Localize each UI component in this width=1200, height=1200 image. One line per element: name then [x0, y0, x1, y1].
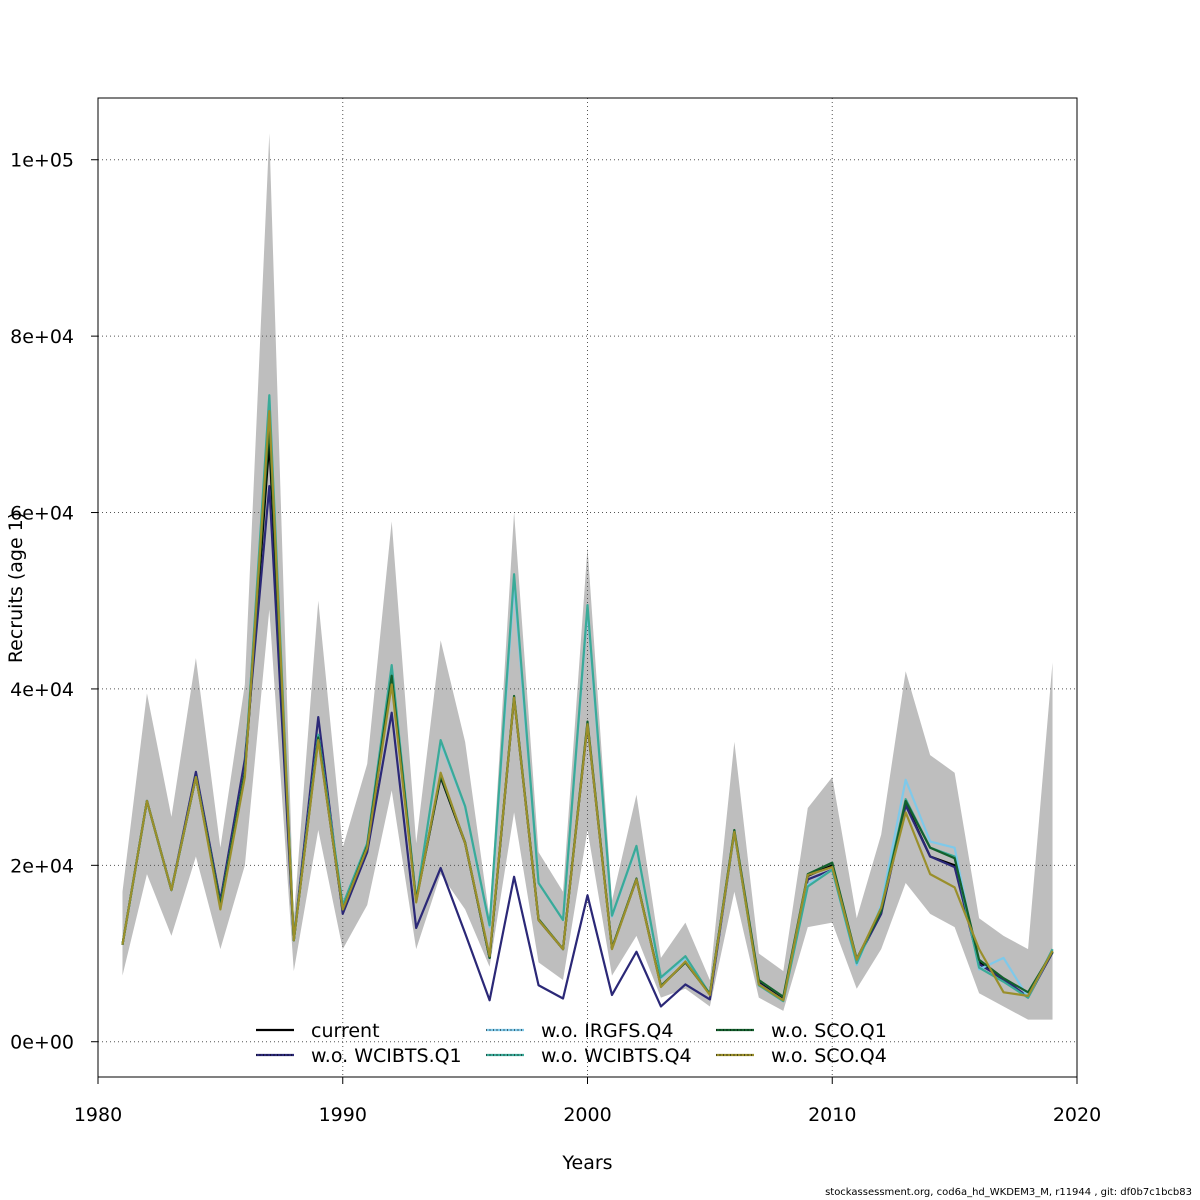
x-axis-title: Years	[561, 1152, 612, 1174]
y-tick-label: 0e+00	[10, 1032, 74, 1054]
x-tick-label: 1980	[74, 1104, 122, 1126]
series-layer	[121, 394, 1054, 1008]
y-axis-title: Recruits (age 1)	[5, 512, 27, 663]
x-tick-label: 2020	[1053, 1104, 1101, 1126]
series-line-5	[121, 410, 1054, 1002]
confidence-band	[122, 133, 1053, 1020]
confidence-band-layer	[122, 133, 1053, 1020]
x-tick-label: 2010	[808, 1104, 856, 1126]
legend-label: w.o. WCIBTS.Q4	[541, 1045, 692, 1067]
x-tick-label: 1990	[319, 1104, 367, 1126]
legend-label: w.o. WCIBTS.Q1	[311, 1045, 462, 1067]
axis-layer: 1980 1990 2000 2010 2020 0e+00 2e+04 4e+04 6e+04…	[10, 150, 1101, 1126]
y-tick-label: 6e+04	[10, 503, 74, 525]
x-tick-label: 2000	[563, 1104, 611, 1126]
y-tick-label: 1e+05	[10, 150, 74, 172]
footer-credit: stockassessment.org, cod6a_hd_WKDEM3_M, …	[825, 1187, 1192, 1198]
y-tick-label: 8e+04	[10, 326, 74, 348]
legend-label: w.o. SCO.Q1	[771, 1020, 887, 1042]
legend-label: w.o. IRGFS.Q4	[541, 1020, 673, 1042]
y-tick-label: 2e+04	[10, 855, 74, 877]
legend: current w.o. WCIBTS.Q1 w.o. IRGFS.Q4 w.o. W…	[256, 1020, 887, 1067]
y-tick-label: 4e+04	[10, 679, 74, 701]
legend-label: w.o. SCO.Q4	[771, 1045, 887, 1067]
legend-label: current	[311, 1020, 380, 1042]
